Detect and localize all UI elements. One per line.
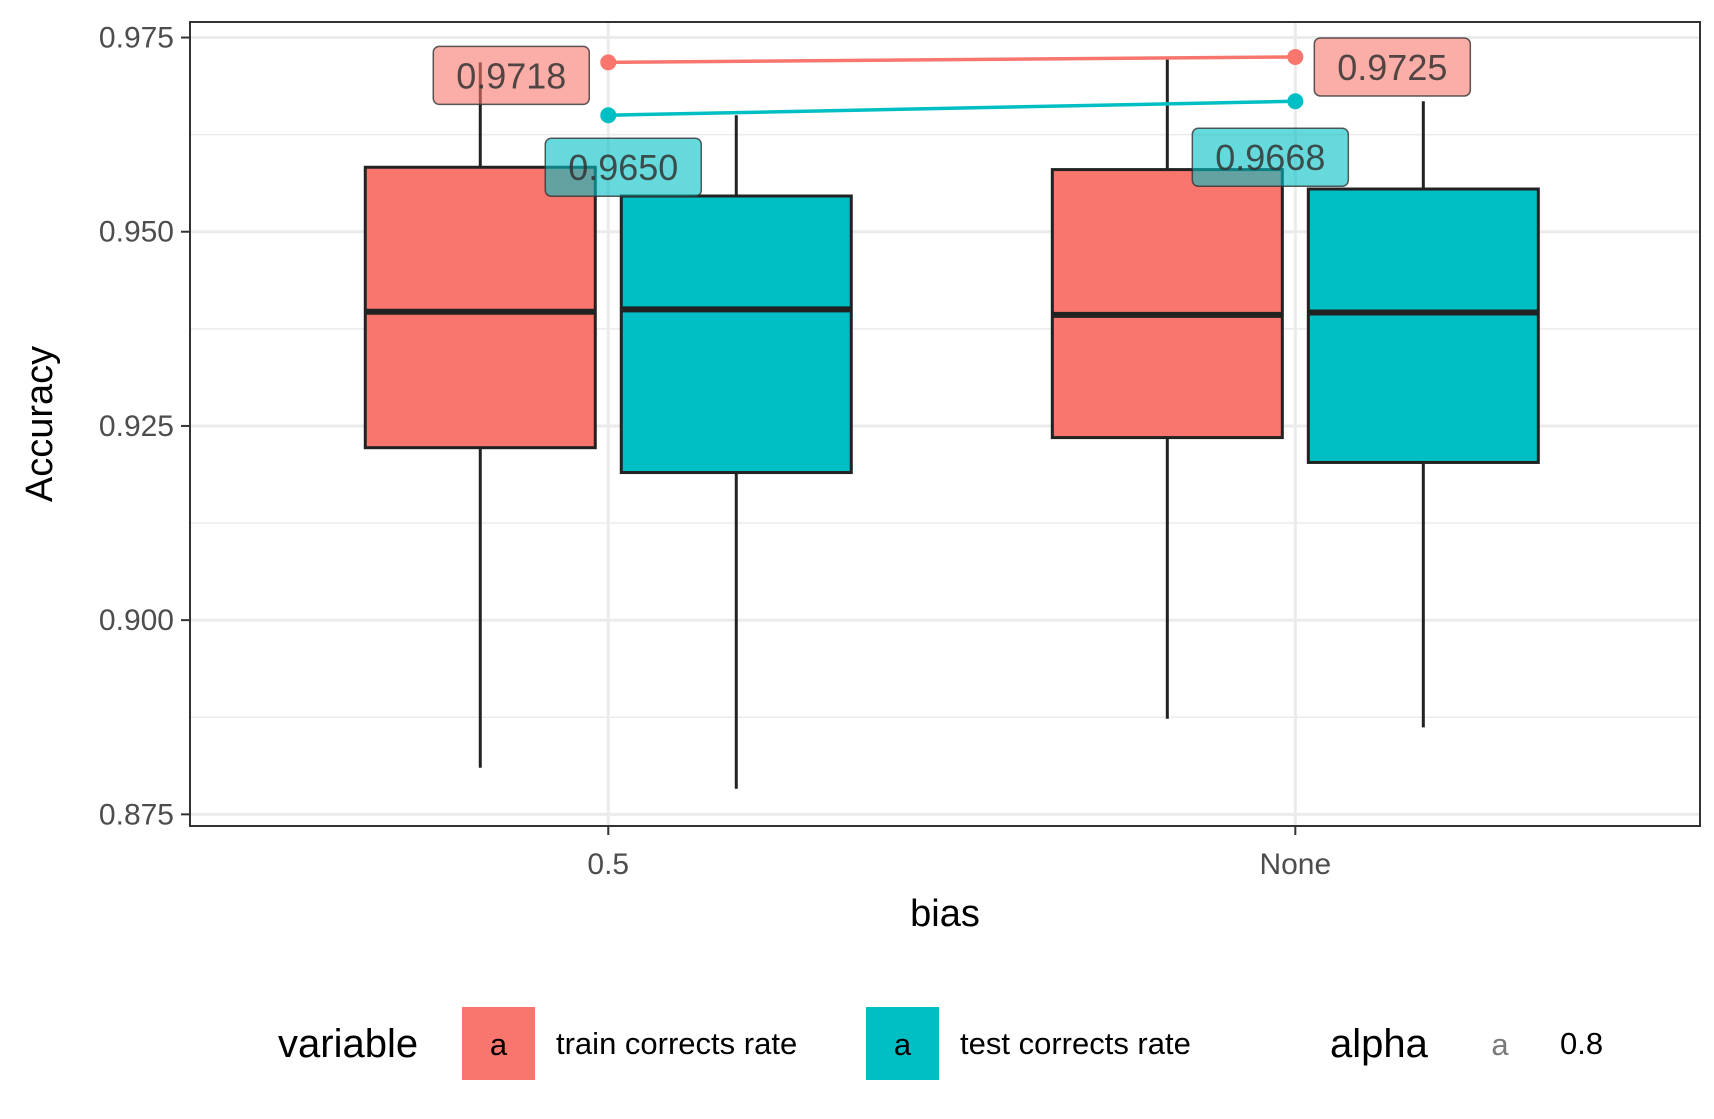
y-tick-label: 0.875 (99, 798, 174, 831)
x-tick-label: 0.5 (587, 848, 629, 881)
max-label: 0.9725 (1313, 37, 1472, 97)
legend-key (462, 1007, 535, 1080)
box (1306, 187, 1540, 464)
legend-alpha-value: 0.8 (1560, 1026, 1603, 1061)
max-label-box (432, 45, 591, 106)
max-label-text: 0.9668 (1215, 137, 1325, 178)
max-line (608, 55, 1296, 65)
max-lines (600, 48, 1304, 124)
x-tick-label: None (1259, 848, 1331, 881)
box (1050, 168, 1284, 440)
boxplots (363, 56, 1540, 789)
legend-label: train corrects rate (556, 1026, 797, 1061)
max-point (1287, 93, 1304, 110)
x-axis: 0.5 None (587, 826, 1331, 881)
max-label-text: 0.9718 (456, 55, 566, 96)
max-label: 0.9650 (544, 137, 703, 197)
max-line (608, 99, 1296, 117)
max-label-text: 0.9650 (568, 147, 678, 188)
boxplot (363, 62, 597, 768)
max-label-box (544, 137, 703, 197)
max-label-text: 0.9725 (1337, 47, 1447, 88)
boxplot (619, 115, 853, 789)
max-labels: 0.9718 0.9725 0.9650 0.9668 (432, 37, 1472, 197)
max-label-box (1313, 37, 1472, 97)
legend-label: test corrects rate (960, 1026, 1191, 1061)
max-label: 0.9718 (432, 45, 591, 106)
x-axis-title: bias (910, 893, 980, 935)
max-point (600, 54, 617, 71)
y-tick-label: 0.975 (99, 22, 174, 55)
y-tick-label: 0.950 (99, 216, 174, 249)
box (363, 165, 597, 450)
legend-alpha-glyph: a (1491, 1027, 1509, 1062)
max-point (600, 107, 617, 124)
boxplot (1050, 56, 1284, 719)
y-tick-label: 0.925 (99, 410, 174, 443)
legend-key (866, 1007, 939, 1080)
max-point (1287, 48, 1304, 65)
legend-item: a test corrects rate (866, 1007, 1191, 1080)
max-label: 0.9668 (1191, 127, 1350, 187)
y-axis: 0.875 0.900 0.925 0.950 0.975 (99, 22, 190, 831)
legend: variable a train corrects rate a test correc… (278, 1007, 1603, 1080)
legend-key-glyph: a (490, 1027, 508, 1062)
boxplot (1306, 101, 1540, 728)
legend-item: a train corrects rate (462, 1007, 797, 1080)
legend-title-variable: variable (278, 1022, 418, 1066)
legend-title-alpha: alpha (1330, 1022, 1429, 1066)
legend-key-glyph: a (894, 1027, 912, 1062)
max-label-box (1191, 127, 1350, 187)
y-tick-label: 0.900 (99, 604, 174, 637)
panel-border (189, 21, 1701, 827)
box (619, 194, 853, 475)
y-axis-title: Accuracy (19, 346, 61, 502)
